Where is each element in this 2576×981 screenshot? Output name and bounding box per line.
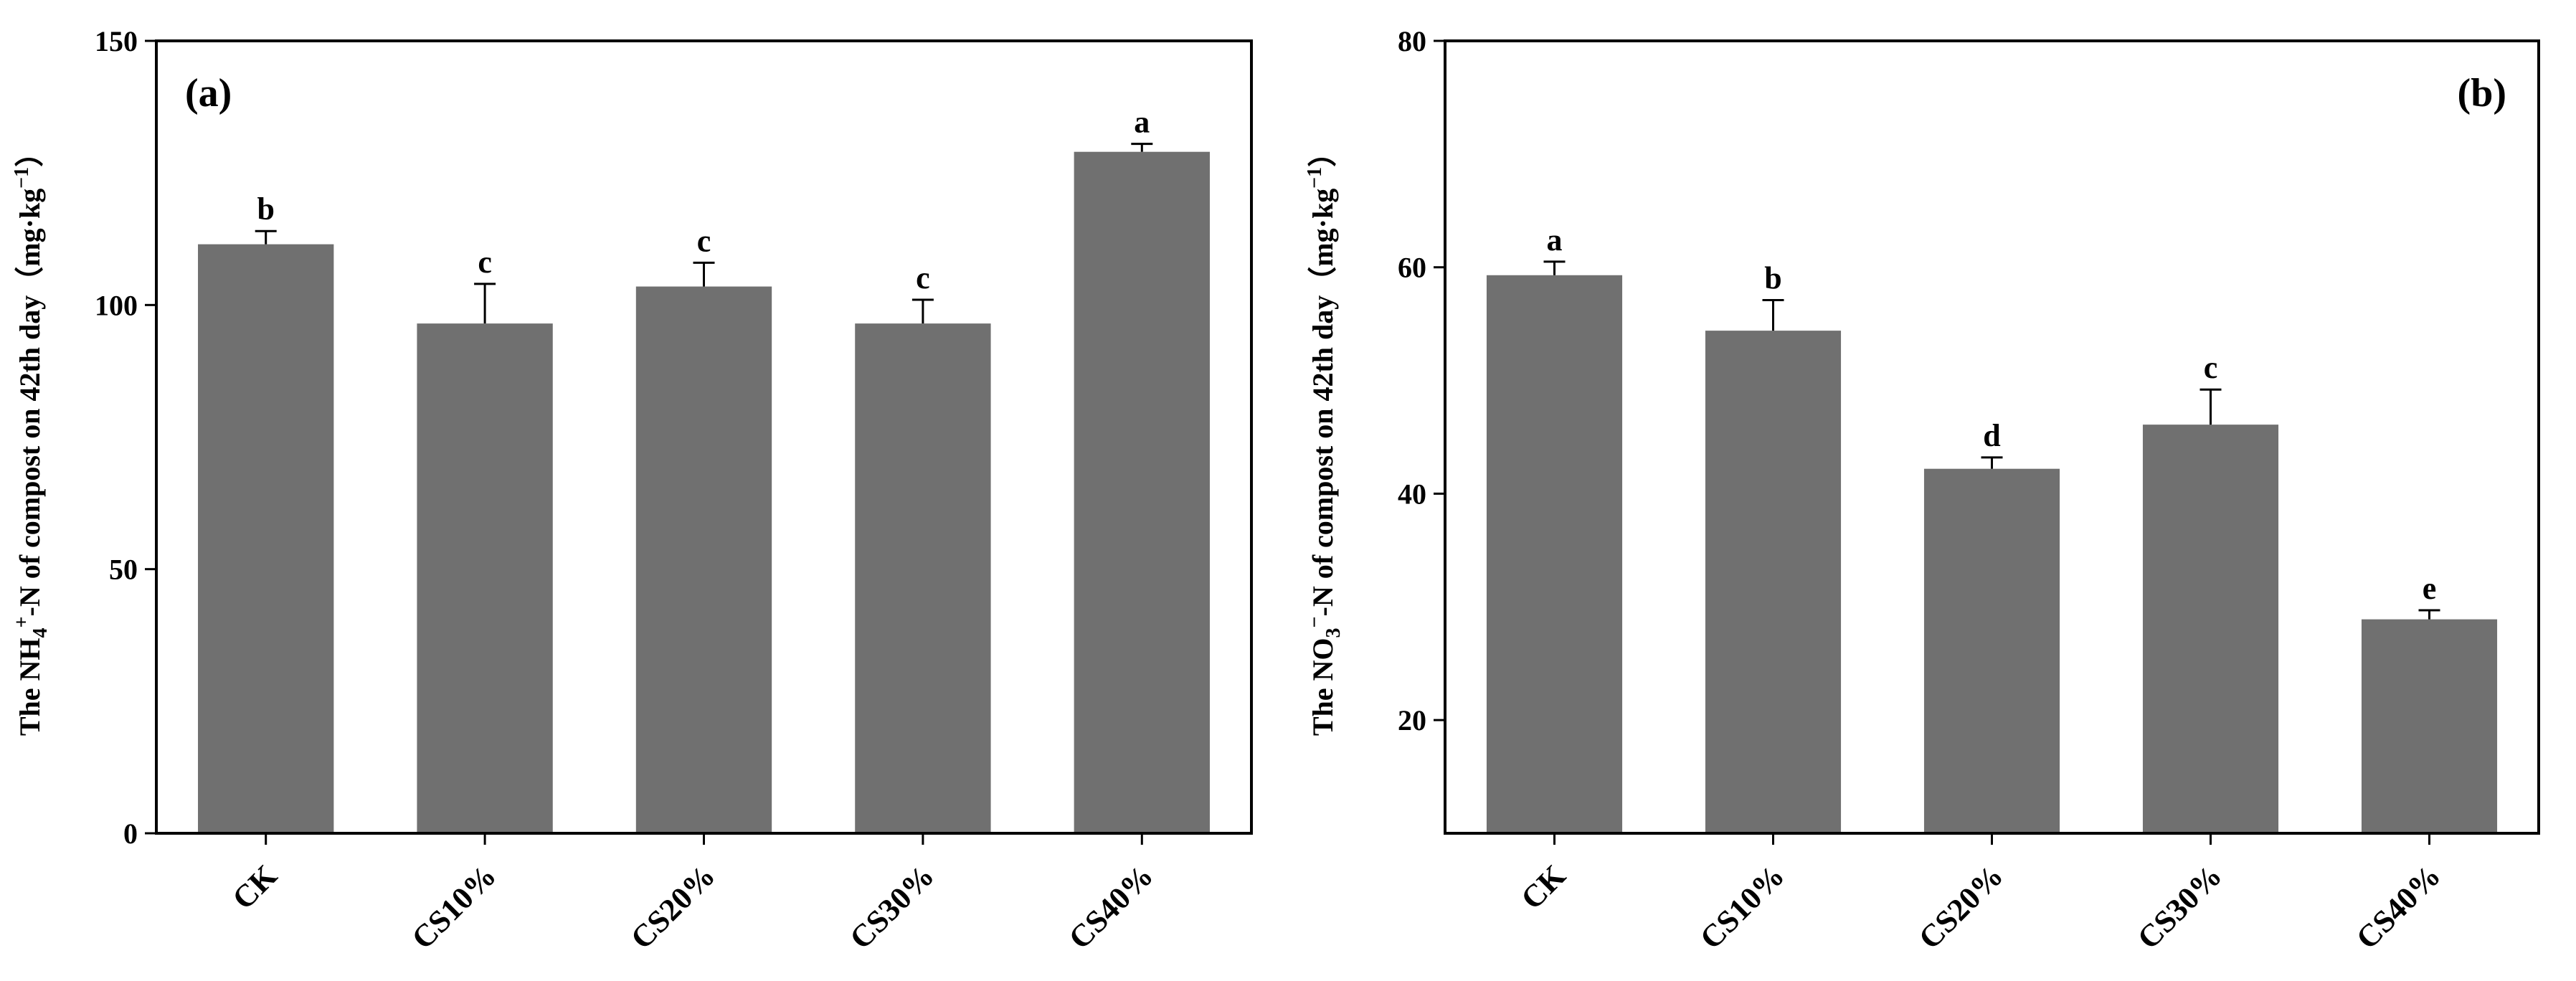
significance-label: d: [1983, 418, 2000, 453]
bar-cs40pct: [1074, 151, 1210, 833]
y-tick-label: 60: [1398, 252, 1426, 284]
bar-ck: [198, 244, 334, 833]
panel-a: b CK c CS10% c CS20% c CS30% a CS40% 0 50 100 150 (a) T…: [11, 25, 1253, 956]
significance-label: b: [257, 191, 274, 227]
bar-cs20pct: [1923, 468, 2060, 833]
significance-label: c: [697, 223, 711, 258]
bar-cs10pct: [417, 323, 553, 833]
y-tick-label: 40: [1398, 478, 1426, 510]
bar-ck: [1486, 275, 1623, 833]
x-tick-label: CS10%: [1693, 858, 1791, 956]
significance-label: c: [2204, 350, 2218, 385]
y-tick-label: 0: [123, 818, 138, 850]
panel-b: a CK b CS10% d CS20% c CS30% e CS40% 20 40 60 80 (b) Th…: [1304, 25, 2540, 956]
significance-label: c: [916, 260, 930, 295]
x-tick-label: CS40%: [2349, 858, 2448, 956]
y-tick-label: 100: [95, 289, 138, 321]
panel-label: (a): [185, 71, 232, 115]
plot-frame: [155, 39, 1253, 835]
bar-cs30pct: [855, 323, 991, 833]
bar-cs40pct: [2361, 619, 2498, 833]
x-tick-label: CS20%: [624, 858, 722, 956]
significance-label: b: [1764, 260, 1781, 295]
y-tick-label: 80: [1398, 25, 1426, 57]
significance-label: e: [2423, 571, 2437, 606]
bar-cs30pct: [2142, 425, 2279, 833]
x-tick-label: CK: [225, 858, 283, 916]
x-tick-label: CS30%: [843, 858, 941, 956]
panel-label: (b): [2458, 71, 2506, 115]
significance-label: a: [1134, 105, 1150, 140]
y-axis-title: The NH4+-N of compost on 42th day（mg·kg−…: [11, 138, 52, 736]
significance-label: c: [478, 245, 492, 280]
y-tick-label: 50: [109, 554, 138, 586]
x-tick-label: CS30%: [2131, 858, 2229, 956]
bar-cs20pct: [635, 286, 772, 833]
y-tick-label: 20: [1398, 704, 1426, 736]
x-tick-label: CS20%: [1912, 858, 2010, 956]
x-tick-label: CS10%: [405, 858, 503, 956]
y-tick-label: 150: [95, 25, 138, 57]
bar-cs10pct: [1705, 331, 1842, 834]
significance-label: a: [1547, 222, 1563, 257]
x-tick-label: CS40%: [1062, 858, 1160, 956]
y-axis-title: The NO3−-N of compost on 42th day（mg·kg−…: [1304, 138, 1345, 736]
plot-frame: [1444, 39, 2540, 835]
x-tick-label: CK: [1514, 858, 1572, 916]
